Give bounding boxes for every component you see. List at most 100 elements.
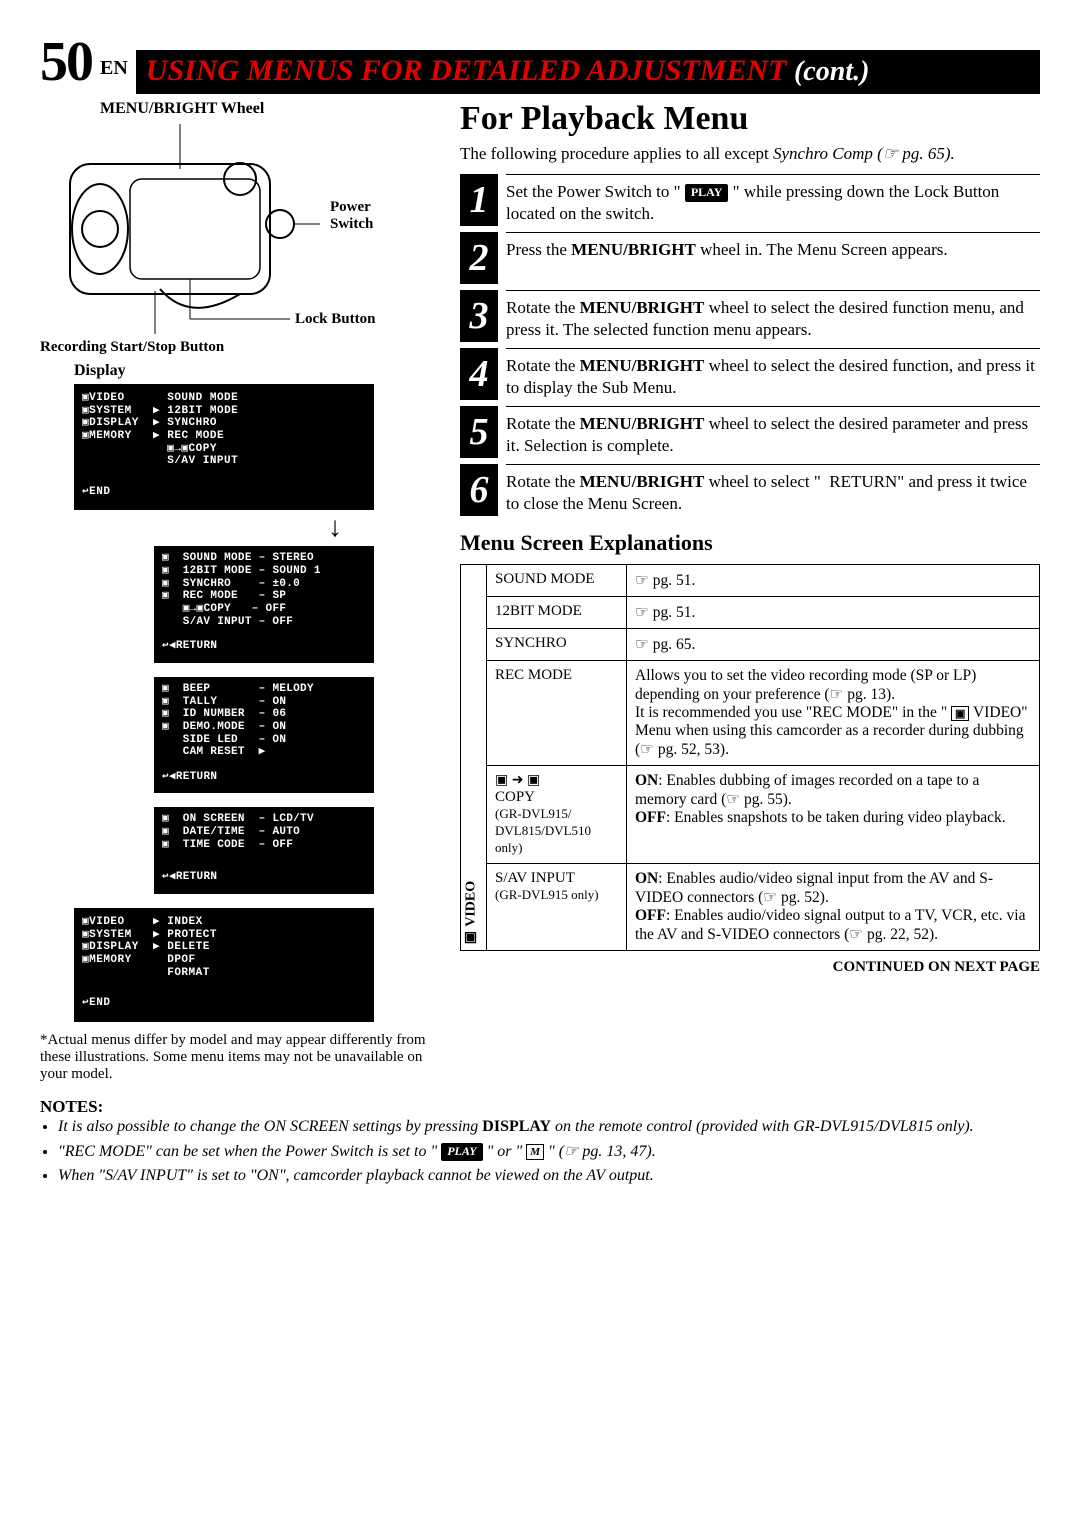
menu-row: ▣ SYNCHRO – ±0.0 <box>162 578 366 591</box>
desc-cell: ☞ pg. 65. <box>627 629 1040 661</box>
menu-row: ▣→▣COPY <box>82 443 366 456</box>
step: 6Rotate the MENU/BRIGHT wheel to select … <box>460 464 1040 516</box>
menu-row: ▣ ON SCREEN – LCD/TV <box>162 813 366 826</box>
menu-row: CAM RESET ▶ <box>162 746 366 759</box>
step-text: Rotate the MENU/BRIGHT wheel to select t… <box>506 290 1040 341</box>
step-text: Rotate the MENU/BRIGHT wheel to select "… <box>506 464 1040 515</box>
item-cell: 12BIT MODE <box>487 597 627 629</box>
desc-cell: ON: Enables audio/video signal input fro… <box>627 864 1040 951</box>
menu-row: ▣ DEMO.MODE – ON <box>162 721 366 734</box>
menu-row: S/AV INPUT – OFF <box>162 616 366 629</box>
display-label: Display <box>74 362 430 380</box>
table-row: SYNCHRO☞ pg. 65. <box>461 629 1040 661</box>
menu-row: ▣ DATE/TIME – AUTO <box>162 826 366 839</box>
page-header: 50 EN USING MENUS FOR DETAILED ADJUSTMEN… <box>40 30 1040 94</box>
continued-label: CONTINUED ON NEXT PAGE <box>460 959 1040 976</box>
menu-row: ▣ 12BIT MODE – SOUND 1 <box>162 565 366 578</box>
table-row: 12BIT MODE☞ pg. 51. <box>461 597 1040 629</box>
menu-row: ▣MEMORY ▶ REC MODE <box>82 430 366 443</box>
step: 2 Press the MENU/BRIGHT wheel in. The Men… <box>460 232 1040 284</box>
item-cell: S/AV INPUT(GR-DVL915 only) <box>487 864 627 951</box>
step-text: Press the MENU/BRIGHT wheel in. The Menu… <box>506 232 1040 261</box>
note-item: It is also possible to change the ON SCR… <box>58 1117 1040 1138</box>
menu2-rows: ▣ SOUND MODE – STEREO▣ 12BIT MODE – SOUN… <box>162 552 366 628</box>
menu1-end: ↩END <box>82 486 366 499</box>
desc-cell: Allows you to set the video recording mo… <box>627 661 1040 766</box>
wheel-label: MENU/BRIGHT Wheel <box>100 100 430 118</box>
menu-row: ▣ BEEP – MELODY <box>162 683 366 696</box>
step-number: 1 <box>460 174 498 226</box>
desc-cell: ON: Enables dubbing of images recorded o… <box>627 766 1040 864</box>
right-column: For Playback Menu The following procedur… <box>460 100 1040 1083</box>
menu-row: S/AV INPUT <box>82 455 366 468</box>
lock-button-label: Lock Button <box>295 311 375 328</box>
power-switch-label: Power Switch <box>330 199 390 233</box>
menu-row: SIDE LED – ON <box>162 734 366 747</box>
item-cell: SOUND MODE <box>487 565 627 597</box>
header-title: USING MENUS FOR DETAILED ADJUSTMENT <box>146 54 787 87</box>
menu-row: ▣ TIME CODE – OFF <box>162 839 366 852</box>
menu-row: ▣DISPLAY ▶ DELETE <box>82 941 366 954</box>
step-number: 3 <box>460 290 498 342</box>
menu-screen-1: ▣VIDEO SOUND MODE▣SYSTEM ▶ 12BIT MODE▣DI… <box>74 384 374 510</box>
menu5-rows: ▣VIDEO ▶ INDEX▣SYSTEM ▶ PROTECT▣DISPLAY … <box>82 916 366 979</box>
menu-row: ▣SYSTEM ▶ 12BIT MODE <box>82 405 366 418</box>
step-number: 5 <box>460 406 498 458</box>
menu-row: ▣SYSTEM ▶ PROTECT <box>82 929 366 942</box>
intro-b: Synchro Comp (☞ pg. 65). <box>773 144 955 163</box>
camcorder-icon <box>40 124 320 334</box>
note-item: When "S/AV INPUT" is set to "ON", camcor… <box>58 1166 1040 1187</box>
intro-a: The following procedure applies to all e… <box>460 144 773 163</box>
menu4-rows: ▣ ON SCREEN – LCD/TV▣ DATE/TIME – AUTO▣ … <box>162 813 366 851</box>
menu-row: ▣VIDEO ▶ INDEX <box>82 916 366 929</box>
notes-head: NOTES: <box>40 1097 1040 1117</box>
menu-row: ▣ TALLY – ON <box>162 696 366 709</box>
playback-intro: The following procedure applies to all e… <box>460 144 1040 164</box>
step-text: Rotate the MENU/BRIGHT wheel to select t… <box>506 406 1040 457</box>
step: 1Set the Power Switch to " PLAY " while … <box>460 174 1040 226</box>
menu-row: ▣VIDEO SOUND MODE <box>82 392 366 405</box>
menu-row: FORMAT <box>82 967 366 980</box>
camcorder-diagram: Power Switch Lock Button Recording Start… <box>40 124 430 354</box>
left-footnote: *Actual menus differ by model and may ap… <box>40 1032 430 1083</box>
menu1-rows: ▣VIDEO SOUND MODE▣SYSTEM ▶ 12BIT MODE▣DI… <box>82 392 366 468</box>
header-cont: (cont.) <box>794 56 869 87</box>
step-number: 2 <box>460 232 498 284</box>
menu-row: ▣→▣COPY – OFF <box>162 603 366 616</box>
menu-row: ▣MEMORY DPOF <box>82 954 366 967</box>
lang-code: EN <box>100 57 128 80</box>
table-row: REC MODEAllows you to set the video reco… <box>461 661 1040 766</box>
note-item: "REC MODE" can be set when the Power Swi… <box>58 1142 1040 1163</box>
playback-title: For Playback Menu <box>460 100 1040 138</box>
step-number: 6 <box>460 464 498 516</box>
desc-cell: ☞ pg. 51. <box>627 597 1040 629</box>
menu-screen-5: ▣VIDEO ▶ INDEX▣SYSTEM ▶ PROTECT▣DISPLAY … <box>74 908 374 1022</box>
explanations-head: Menu Screen Explanations <box>460 530 1040 556</box>
step: 4Rotate the MENU/BRIGHT wheel to select … <box>460 348 1040 400</box>
step-number: 4 <box>460 348 498 400</box>
menu2-return: ↩◀RETURN <box>162 640 366 653</box>
header-bar: USING MENUS FOR DETAILED ADJUSTMENT (con… <box>136 50 1040 94</box>
table-row: ▣ VIDEOSOUND MODE☞ pg. 51. <box>461 565 1040 597</box>
menu3-rows: ▣ BEEP – MELODY▣ TALLY – ON▣ ID NUMBER –… <box>162 683 366 759</box>
menu-screen-4: ▣ ON SCREEN – LCD/TV▣ DATE/TIME – AUTO▣ … <box>154 807 374 894</box>
table-row: S/AV INPUT(GR-DVL915 only)ON: Enables au… <box>461 864 1040 951</box>
item-cell: SYNCHRO <box>487 629 627 661</box>
notes-list: It is also possible to change the ON SCR… <box>40 1117 1040 1187</box>
rec-button-label: Recording Start/Stop Button <box>40 339 224 356</box>
step: 3Rotate the MENU/BRIGHT wheel to select … <box>460 290 1040 342</box>
arrow-down-icon: ↓ <box>240 512 430 544</box>
menu-row: ▣ SOUND MODE – STEREO <box>162 552 366 565</box>
page-number: 50 <box>40 30 92 94</box>
menu-screen-3: ▣ BEEP – MELODY▣ TALLY – ON▣ ID NUMBER –… <box>154 677 374 793</box>
left-column: MENU/BRIGHT Wheel Power Switch Lock Butt… <box>40 100 430 1083</box>
step-text: Set the Power Switch to " PLAY " while p… <box>506 174 1040 225</box>
menu-screen-2: ▣ SOUND MODE – STEREO▣ 12BIT MODE – SOUN… <box>154 546 374 662</box>
steps: 1Set the Power Switch to " PLAY " while … <box>460 174 1040 516</box>
explanations-table: ▣ VIDEOSOUND MODE☞ pg. 51.12BIT MODE☞ pg… <box>460 564 1040 951</box>
menu-row: ▣ REC MODE – SP <box>162 590 366 603</box>
menu4-return: ↩◀RETURN <box>162 871 366 884</box>
table-row: ▣ ➜ ▣COPY(GR-DVL915/ DVL815/DVL510 only)… <box>461 766 1040 864</box>
desc-cell: ☞ pg. 51. <box>627 565 1040 597</box>
step-text: Rotate the MENU/BRIGHT wheel to select t… <box>506 348 1040 399</box>
